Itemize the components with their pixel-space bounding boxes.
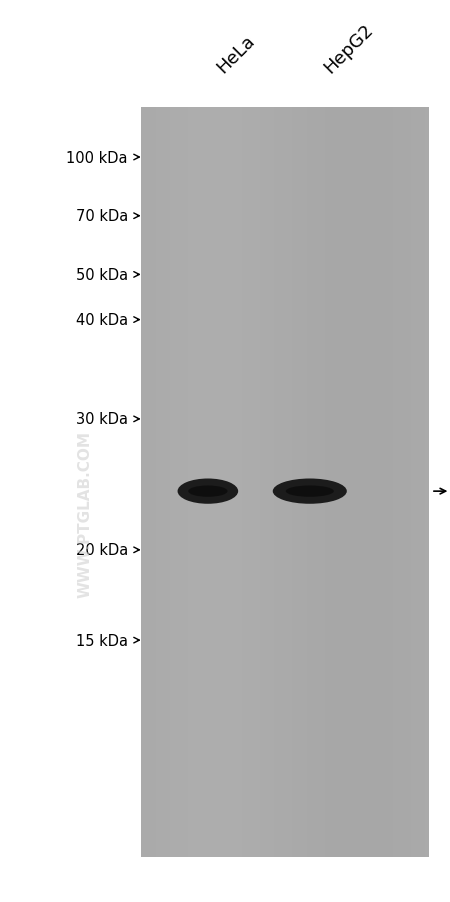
Bar [152,108,156,857]
Bar [174,108,177,857]
Bar [407,108,411,857]
Ellipse shape [178,479,238,504]
Bar [314,108,317,857]
Text: 100 kDa: 100 kDa [67,151,128,165]
Bar [285,108,289,857]
Bar [332,108,335,857]
Bar [310,108,314,857]
Bar [246,108,249,857]
Bar [393,108,396,857]
Bar [425,108,429,857]
Bar [303,108,306,857]
Bar [199,108,202,857]
Bar [386,108,389,857]
Bar [422,108,425,857]
Bar [231,108,235,857]
Bar [256,108,260,857]
Bar [350,108,353,857]
Bar [292,108,296,857]
Bar [368,108,371,857]
Bar [328,108,332,857]
Bar [400,108,404,857]
Bar [382,108,386,857]
Bar [296,108,299,857]
Bar [321,108,324,857]
Text: HepG2: HepG2 [321,21,377,77]
Bar [192,108,195,857]
Text: 40 kDa: 40 kDa [76,313,128,327]
Bar [213,108,217,857]
Bar [206,108,210,857]
Bar [202,108,206,857]
Bar [253,108,256,857]
Bar [159,108,163,857]
Bar [188,108,192,857]
Bar [156,108,159,857]
Bar [360,108,364,857]
Text: 20 kDa: 20 kDa [76,543,128,557]
Bar [195,108,199,857]
Bar [235,108,238,857]
Bar [260,108,264,857]
Bar [217,108,220,857]
Bar [242,108,246,857]
Bar [342,108,346,857]
Bar [396,108,400,857]
Bar [274,108,278,857]
Bar [184,108,188,857]
Text: 50 kDa: 50 kDa [76,268,128,282]
Bar [353,108,357,857]
Bar [264,108,267,857]
Bar [306,108,310,857]
Text: HeLa: HeLa [213,32,258,77]
Bar [224,108,228,857]
Bar [170,108,174,857]
Bar [289,108,292,857]
Bar [378,108,382,857]
Bar [163,108,166,857]
Ellipse shape [188,486,228,497]
Bar [220,108,224,857]
Bar [271,108,274,857]
Bar [228,108,231,857]
Bar [324,108,328,857]
Bar [346,108,350,857]
Bar [411,108,414,857]
Bar [335,108,339,857]
Bar [357,108,360,857]
Bar [317,108,321,857]
Bar [278,108,282,857]
Bar [414,108,418,857]
Bar [404,108,407,857]
Ellipse shape [286,486,334,497]
Text: 15 kDa: 15 kDa [76,633,128,648]
Bar [210,108,213,857]
Bar [389,108,393,857]
Bar [375,108,378,857]
Bar [181,108,184,857]
Bar [238,108,242,857]
Bar [299,108,303,857]
Bar [282,108,285,857]
Bar [339,108,342,857]
Bar [371,108,375,857]
Bar [364,108,368,857]
Ellipse shape [273,479,347,504]
Bar [177,108,181,857]
Text: 70 kDa: 70 kDa [76,209,128,224]
Bar [249,108,253,857]
Bar [141,108,145,857]
Bar [148,108,152,857]
Bar [166,108,170,857]
Text: WWW.PTGLAB.COM: WWW.PTGLAB.COM [78,431,93,597]
Bar [145,108,148,857]
Bar [141,108,429,857]
Bar [267,108,271,857]
Bar [418,108,422,857]
Text: 30 kDa: 30 kDa [76,412,128,427]
